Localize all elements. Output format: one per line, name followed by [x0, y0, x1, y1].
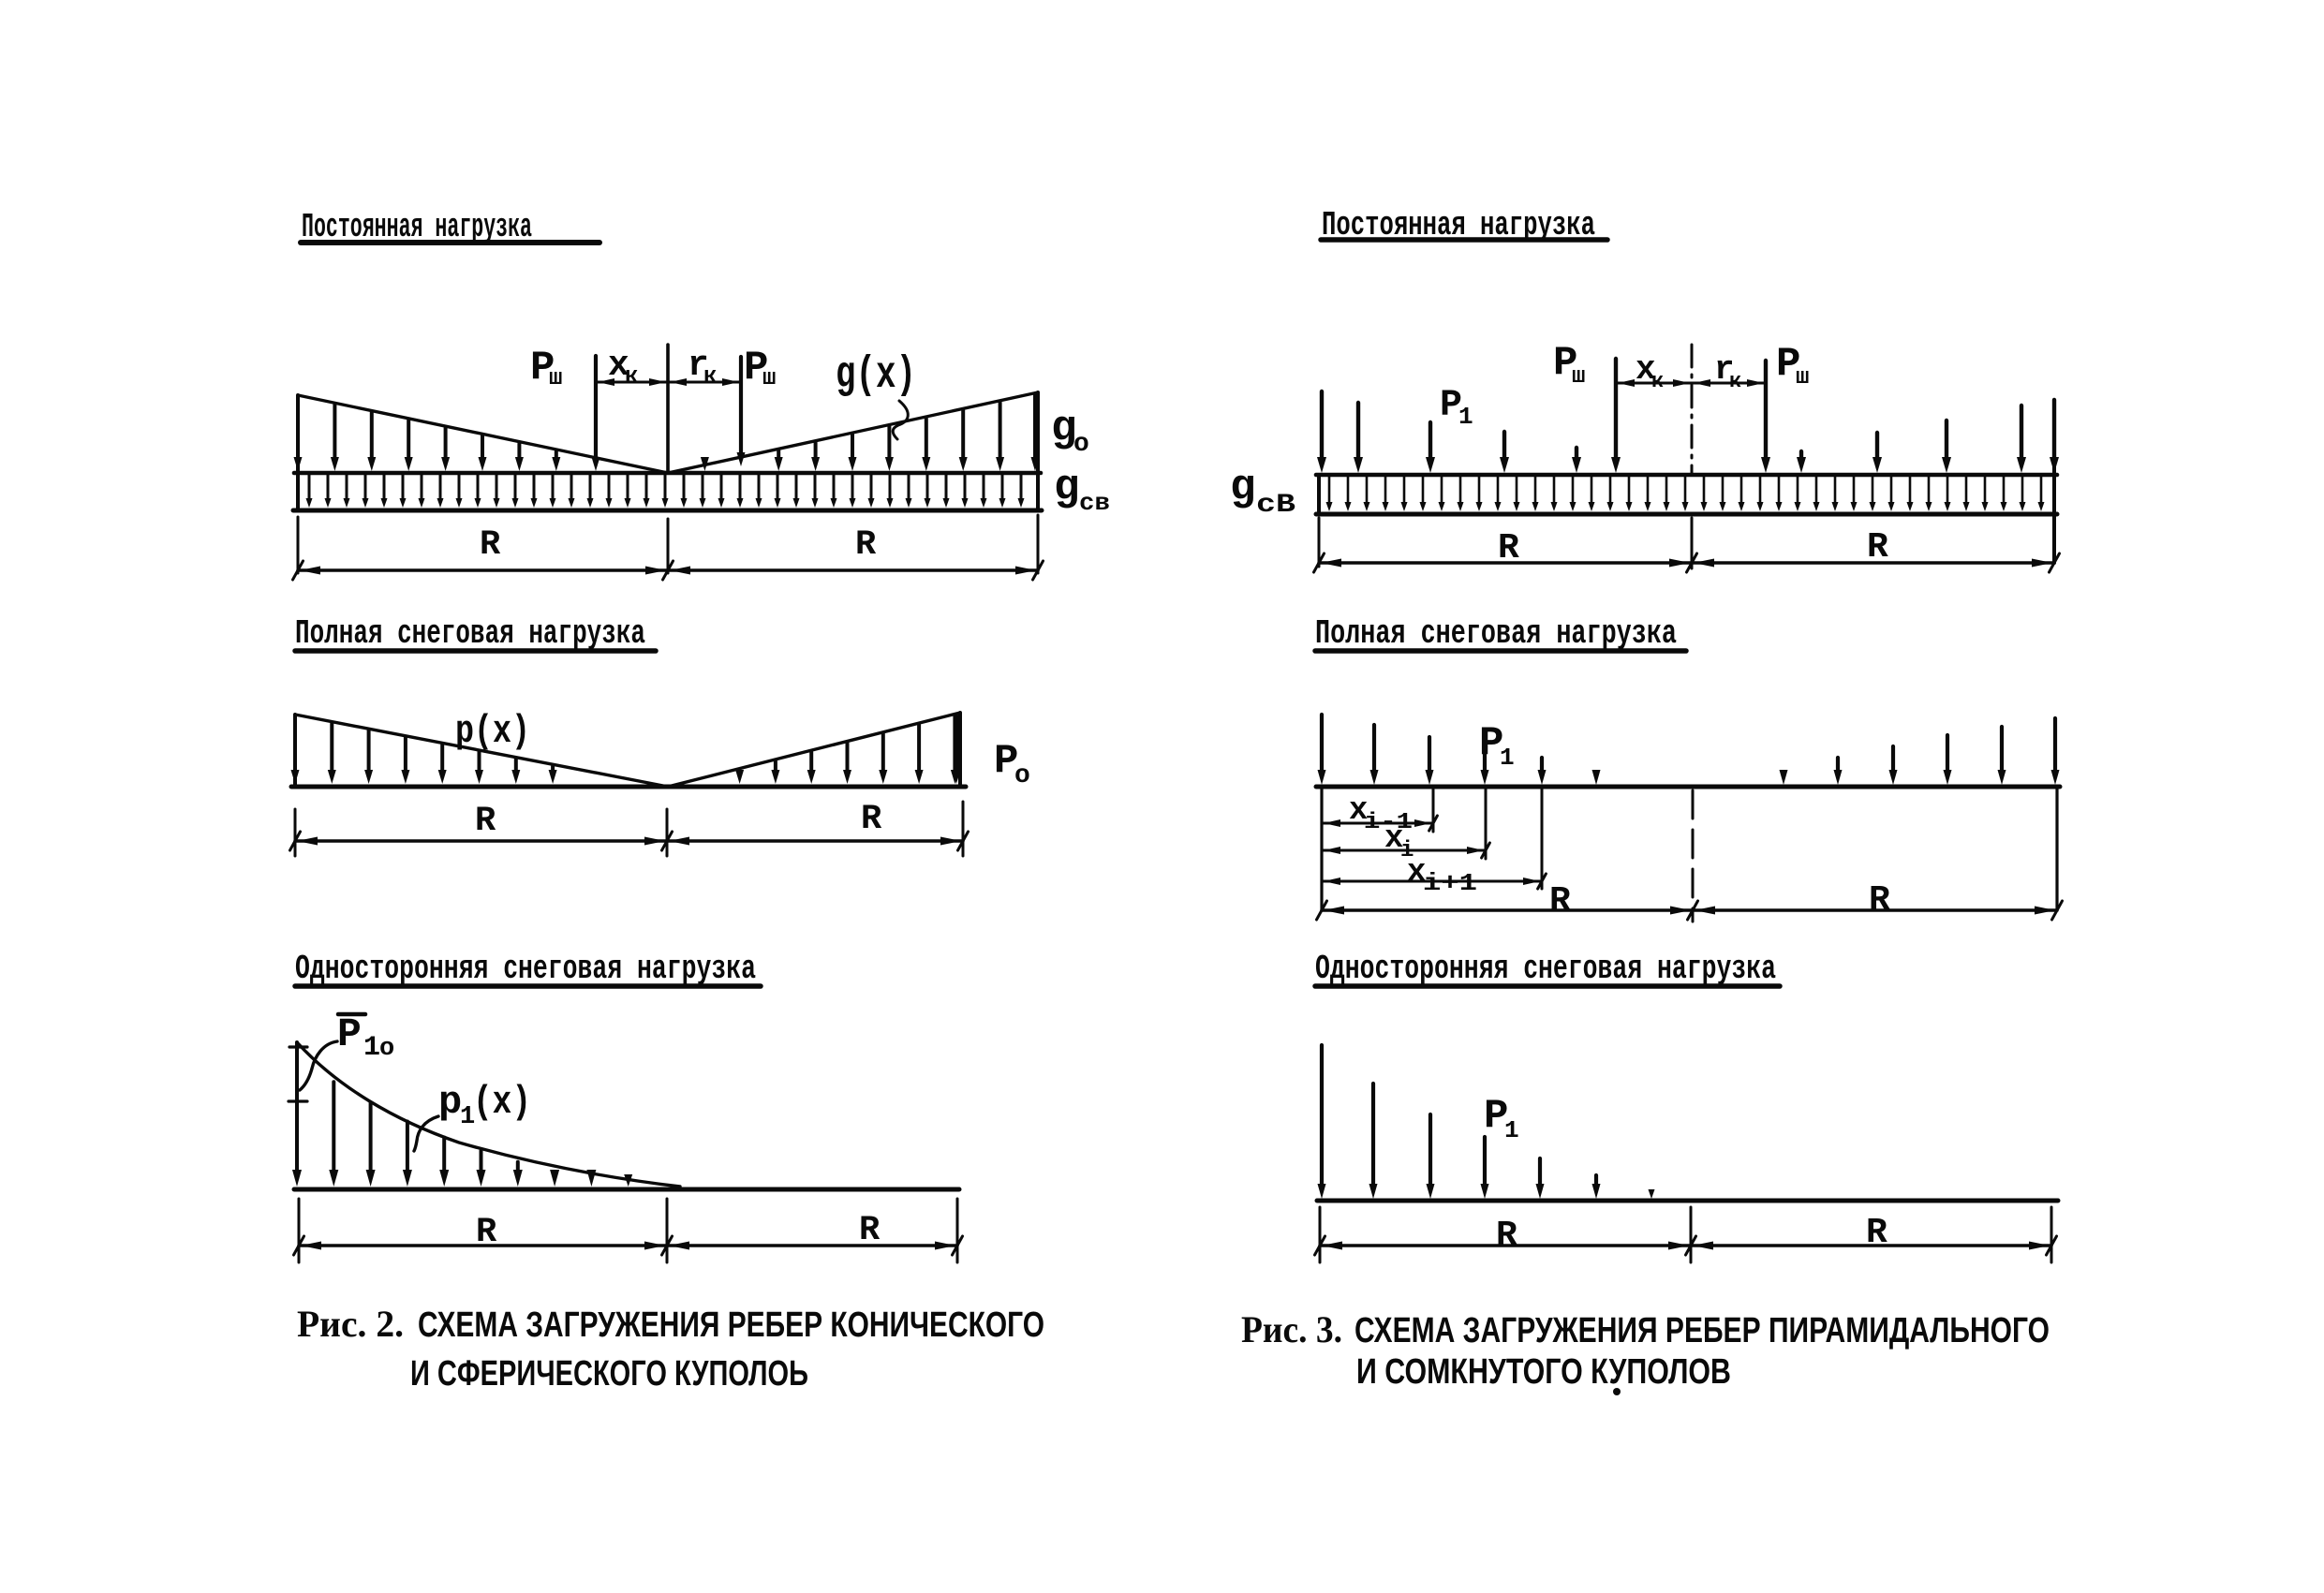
svg-text:R: R [1869, 880, 1890, 921]
svg-text:1: 1 [460, 1103, 475, 1131]
svg-text:1: 1 [1504, 1116, 1519, 1144]
svg-text:к: к [1729, 370, 1741, 393]
svg-text:ш: ш [1796, 365, 1809, 391]
svg-text:к: к [625, 364, 638, 390]
svg-text:1: 1 [1500, 744, 1515, 772]
svg-text:i+1: i+1 [1423, 869, 1477, 897]
svg-text:1: 1 [1458, 403, 1473, 431]
svg-text:i: i [1400, 838, 1414, 863]
svg-text:p(x): p(x) [455, 709, 530, 754]
svg-text:Полная снеговая нагрузка: Полная снеговая нагрузка [295, 614, 645, 653]
svg-text:r: r [688, 346, 709, 386]
svg-text:P: P [1484, 1093, 1508, 1140]
svg-text:Рис. 3.: Рис. 3. [1241, 1308, 1342, 1350]
svg-text:ш: ш [549, 366, 562, 391]
svg-text:P: P [1553, 340, 1577, 387]
svg-text:P: P [1776, 341, 1800, 388]
svg-text:(x): (x) [473, 1080, 531, 1125]
svg-text:P: P [994, 738, 1018, 785]
svg-text:x: x [1407, 855, 1426, 891]
svg-text:к: к [703, 364, 717, 390]
svg-text:св: св [1079, 489, 1110, 517]
svg-text:Односторонняя снеговая нагрузк: Односторонняя снеговая нагрузка [295, 950, 756, 988]
svg-text:R: R [475, 802, 496, 841]
svg-text:сВ: сВ [1256, 491, 1295, 520]
svg-text:R: R [1498, 528, 1519, 568]
svg-text:Рис. 2.: Рис. 2. [297, 1303, 404, 1345]
svg-text:g(x): g(x) [836, 350, 916, 401]
svg-text:x: x [1349, 793, 1368, 829]
svg-text:P: P [337, 1011, 362, 1057]
svg-text:P: P [744, 345, 768, 391]
svg-text:R: R [855, 525, 877, 565]
svg-text:i-1: i-1 [1364, 810, 1413, 835]
svg-text:g: g [1051, 405, 1077, 453]
svg-text:И СФЕРИЧЕСКОГО КУПОЛОЬ: И СФЕРИЧЕСКОГО КУПОЛОЬ [410, 1354, 808, 1394]
svg-text:1: 1 [363, 1032, 380, 1064]
svg-text:СХЕМА ЗАГРУЖЕНИЯ РЕБЕР КОНИЧЕС: СХЕМА ЗАГРУЖЕНИЯ РЕБЕР КОНИЧЕСКОГО [418, 1305, 1044, 1345]
svg-text:R: R [476, 1213, 497, 1252]
svg-text:o: o [1073, 430, 1089, 459]
svg-text:ш: ш [1572, 364, 1585, 390]
svg-text:R: R [1496, 1216, 1517, 1256]
svg-text:o: o [1014, 761, 1030, 790]
svg-text:x: x [1636, 350, 1656, 389]
svg-text:ш: ш [762, 366, 776, 391]
svg-text:o: o [379, 1035, 394, 1063]
svg-text:g: g [1054, 464, 1080, 512]
svg-text:к: к [1651, 370, 1664, 393]
svg-text:R: R [1866, 1213, 1887, 1253]
svg-text:P: P [1440, 385, 1462, 427]
svg-text:R: R [1549, 881, 1571, 922]
svg-text:p: p [438, 1080, 462, 1125]
svg-text:R: R [859, 1211, 881, 1250]
svg-text:Односторонняя снеговая нагрузк: Односторонняя снеговая нагрузка [1315, 950, 1776, 988]
svg-text:R: R [480, 525, 501, 565]
svg-text:R: R [1867, 527, 1888, 568]
svg-text:g: g [1230, 464, 1256, 512]
svg-text:r: r [1714, 350, 1735, 389]
svg-text:И СОМКНУТОГО КУПОЛОВ: И СОМКНУТОГО КУПОЛОВ [1356, 1352, 1731, 1392]
svg-text:P: P [530, 345, 555, 391]
svg-text:P: P [1479, 720, 1503, 767]
svg-text:x: x [608, 346, 629, 386]
svg-text:x: x [1384, 821, 1403, 857]
svg-text:СХЕМА ЗАГРУЖЕНИЯ РЕБЕР ПИРАМИД: СХЕМА ЗАГРУЖЕНИЯ РЕБЕР ПИРАМИДАЛЬНОГО [1354, 1311, 2050, 1350]
svg-text:Полная снеговая нагрузка: Полная снеговая нагрузка [1315, 614, 1677, 653]
svg-text:R: R [861, 800, 882, 839]
